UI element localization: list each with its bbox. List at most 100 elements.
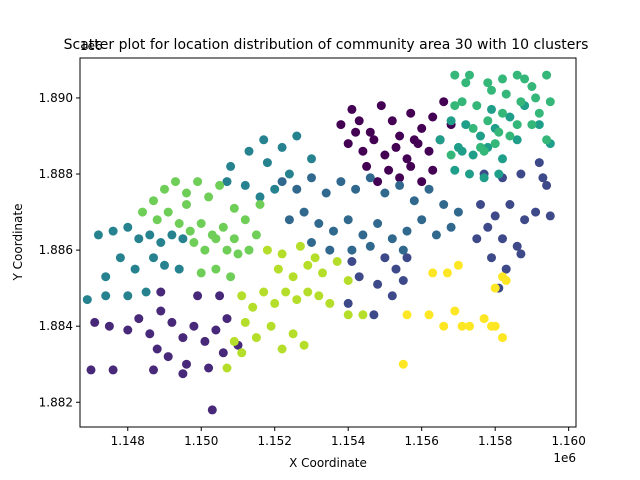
x-axis-ticks: 1.148 1.150 1.152 1.154 1.156 1.158 1.160 — [111, 427, 586, 448]
cluster-4-point-20 — [259, 135, 269, 145]
cluster-0-point-20 — [384, 165, 394, 175]
cluster-1-point-13 — [152, 344, 162, 354]
cluster-8-point-17 — [295, 241, 305, 251]
cluster-9-point-15 — [490, 321, 500, 331]
cluster-8-point-1 — [248, 302, 258, 312]
cluster-4-point-26 — [240, 180, 250, 190]
cluster-3-point-14 — [314, 219, 324, 228]
x-tick-label: 1.152 — [258, 434, 292, 448]
cluster-1-point-7 — [178, 333, 188, 343]
cluster-4-point-6 — [167, 230, 177, 240]
y-tick-label: 1.882 — [39, 395, 73, 409]
cluster-2-point-20 — [380, 253, 390, 263]
cluster-3-point-15 — [329, 226, 338, 236]
cluster-9-point-2 — [424, 310, 434, 320]
cluster-2-point-8 — [520, 215, 530, 225]
cluster-6-point-21 — [490, 139, 500, 149]
cluster-2-point-26 — [354, 272, 364, 282]
cluster-2-point-27 — [347, 257, 357, 266]
cluster-1-point-4 — [145, 329, 155, 339]
cluster-7-point-2 — [160, 184, 169, 194]
cluster-1-point-23 — [156, 287, 166, 297]
x-offset-label: 1e6 — [553, 451, 576, 465]
cluster-1-point-0 — [90, 317, 100, 327]
cluster-7-point-0 — [138, 207, 147, 217]
cluster-6-point-7 — [457, 97, 467, 107]
cluster-8-point-15 — [262, 245, 272, 255]
cluster-1-point-25 — [215, 291, 225, 301]
cluster-4-point-10 — [130, 264, 140, 274]
cluster-7-point-24 — [211, 264, 221, 274]
cluster-7-point-19 — [200, 245, 210, 255]
cluster-0-point-24 — [428, 165, 438, 175]
cluster-4-point-16 — [101, 291, 111, 301]
cluster-5-point-4 — [498, 154, 507, 164]
cluster-5-point-17 — [446, 116, 456, 126]
cluster-5-point-7 — [479, 173, 489, 183]
cluster-2-point-24 — [387, 291, 397, 301]
cluster-0-point-0 — [336, 120, 346, 130]
cluster-0-point-28 — [409, 135, 419, 145]
cluster-7-point-18 — [189, 238, 199, 247]
cluster-6-point-12 — [531, 93, 541, 103]
cluster-3-point-25 — [347, 245, 357, 255]
cluster-3-point-16 — [343, 215, 353, 225]
cluster-7-point-22 — [233, 249, 243, 259]
cluster-5-point-14 — [534, 120, 544, 130]
cluster-4-point-23 — [262, 158, 272, 168]
cluster-2-point-25 — [369, 310, 379, 320]
cluster-4-point-28 — [222, 177, 232, 187]
cluster-9-point-16 — [428, 268, 438, 278]
cluster-7-point-3 — [171, 177, 180, 187]
cluster-0-point-9 — [428, 112, 438, 122]
cluster-0-point-3 — [365, 127, 375, 137]
cluster-7-point-14 — [218, 222, 228, 232]
cluster-9-point-10 — [453, 260, 463, 270]
cluster-5-point-10 — [476, 131, 485, 141]
cluster-1-point-8 — [189, 321, 199, 331]
cluster-5-point-18 — [487, 104, 496, 114]
cluster-7-point-21 — [222, 245, 232, 255]
cluster-1-point-19 — [108, 365, 118, 375]
cluster-7-point-15 — [229, 234, 239, 244]
cluster-7-point-6 — [204, 192, 214, 202]
cluster-6-point-14 — [468, 123, 478, 133]
cluster-0-point-29 — [351, 127, 361, 137]
cluster-2-point-3 — [534, 158, 544, 168]
cluster-2-point-11 — [483, 222, 493, 232]
cluster-9-point-9 — [442, 268, 452, 278]
cluster-8-point-29 — [358, 310, 368, 320]
cluster-8-point-2 — [259, 287, 269, 297]
cluster-3-point-20 — [402, 226, 412, 236]
cluster-1-point-6 — [167, 317, 177, 327]
cluster-4-point-4 — [145, 230, 155, 240]
cluster-8-point-20 — [251, 333, 261, 343]
cluster-6-point-5 — [527, 82, 537, 91]
cluster-0-point-10 — [439, 97, 449, 107]
cluster-1-point-21 — [178, 369, 188, 379]
cluster-2-point-10 — [545, 211, 555, 221]
cluster-2-point-19 — [512, 241, 522, 251]
cluster-1-point-18 — [86, 365, 96, 375]
x-tick-label: 1.148 — [111, 434, 145, 448]
cluster-5-point-12 — [505, 112, 515, 122]
x-axis-label: X Coordinate — [289, 456, 367, 470]
cluster-5-point-9 — [461, 120, 471, 130]
cluster-3-point-24 — [325, 245, 335, 255]
cluster-1-point-9 — [200, 336, 210, 346]
cluster-4-point-27 — [255, 192, 265, 202]
cluster-6-point-4 — [512, 70, 522, 80]
cluster-2-point-23 — [373, 279, 383, 289]
cluster-6-point-13 — [545, 97, 555, 107]
cluster-9-point-1 — [402, 310, 412, 320]
cluster-2-point-4 — [542, 180, 552, 190]
cluster-3-point-3 — [321, 188, 331, 198]
y-offset-label: 1e6 — [80, 39, 103, 53]
cluster-0-point-8 — [417, 123, 427, 133]
cluster-9-point-11 — [490, 283, 500, 293]
cluster-4-point-1 — [108, 226, 118, 236]
cluster-4-point-5 — [156, 238, 166, 247]
cluster-3-point-2 — [307, 173, 316, 183]
cluster-3-point-23 — [307, 238, 316, 247]
